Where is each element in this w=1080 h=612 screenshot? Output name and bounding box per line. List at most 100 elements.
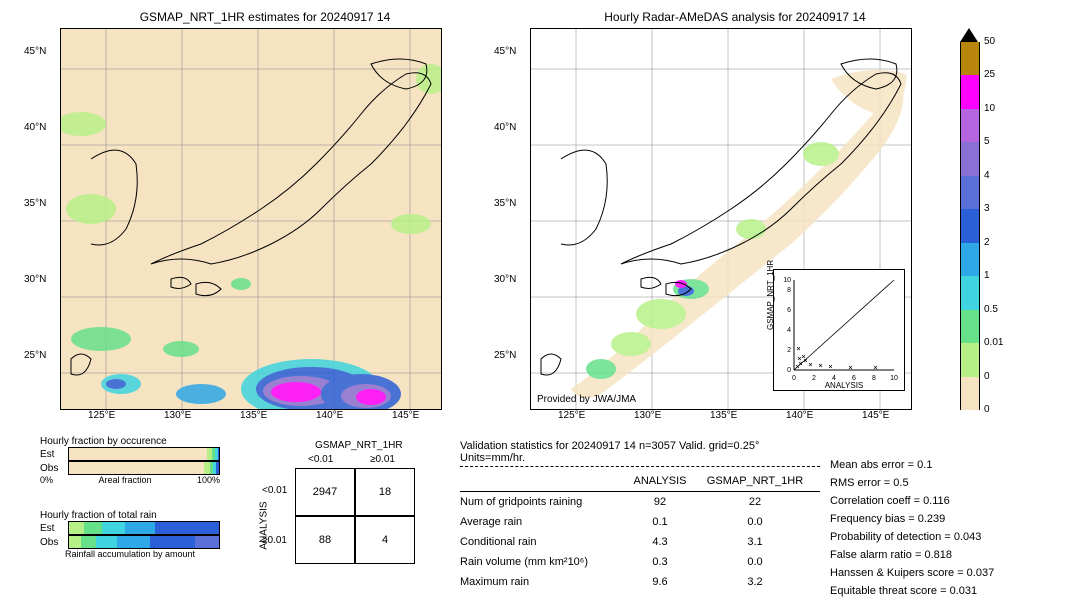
xtick: 125°E [88,410,115,421]
metric-label: Correlation coeff = [830,495,920,507]
col-header [460,471,620,491]
xtick: 140°E [786,410,813,421]
xtick: 135°E [710,410,737,421]
ytick: 35°N [494,198,516,209]
cg-cell: 2947 [295,468,355,516]
metric-label: Frequency bias = [830,513,915,525]
ytick: 40°N [494,122,516,133]
metric-label: RMS error = [830,477,890,489]
stats-val: 22 [700,492,810,512]
colorbar-tick: 25 [984,69,995,80]
right-map: Provided by JWA/JMA 0246810 0246810 [530,28,912,410]
stats-val: 9.6 [620,572,700,592]
metric-val: 0.037 [967,567,995,579]
colorbar-tick: 1 [984,270,990,281]
colorbar-segment [960,310,980,343]
ytick: 25°N [494,350,516,361]
stats-row: Conditional rain4.33.1 [460,532,820,552]
left-map-panel: GSMAP_NRT_1HR estimates for 20240917 14 [60,10,470,410]
svg-text:6: 6 [787,307,791,314]
col-title: GSMAP_NRT_1HR [315,440,403,451]
stats-label: Average rain [460,512,620,532]
xtick: 145°E [392,410,419,421]
stats-val: 4.3 [620,532,700,552]
colorbar-tick: 2 [984,237,990,248]
colorbar-segment [960,176,980,209]
metric-label: Hanssen & Kuipers score = [830,567,964,579]
stats-label: Num of gridpoints raining [460,492,620,512]
colorbar-tick: 10 [984,103,995,114]
stats-row: Rain volume (mm km²10⁶)0.30.0 [460,552,820,572]
metric-row: Probability of detection = 0.043 [830,528,994,546]
ytick: 30°N [494,274,516,285]
stats-val: 3.1 [700,532,810,552]
colorbar-tick: 5 [984,136,990,147]
metric-label: False alarm ratio = [830,549,921,561]
colorbar: 502510543210.50.0100 [960,42,978,410]
colorbar-tick: 0 [984,404,990,415]
colorbar-tick: 0 [984,371,990,382]
ytick: 25°N [24,350,46,361]
colorbar-tick: 3 [984,203,990,214]
fraction-total-panel: Hourly fraction of total rain Est Obs Ra… [40,510,220,559]
scatter-inset: 0246810 0246810 ANALYSIS GSMAP_NRT_1HR [773,269,905,391]
colorbar-segment [960,209,980,242]
stats-val: 3.2 [700,572,810,592]
metric-val: 0.818 [924,549,952,561]
xlabel: Areal fraction [98,475,151,485]
frac-occ-row-est: Est [40,447,220,461]
ytick: 35°N [24,198,46,209]
left-map [60,28,442,410]
frac-total-title: Hourly fraction of total rain [40,510,220,521]
frac-total-row-est: Est [40,521,220,535]
ytick: 45°N [494,46,516,57]
col-label: ≥0.01 [370,454,395,465]
stats-row: Maximum rain9.63.2 [460,572,820,592]
metric-val: 0.116 [923,495,950,507]
svg-text:8: 8 [872,375,876,382]
col-header: GSMAP_NRT_1HR [700,471,810,491]
colorbar-segment [960,377,980,410]
scatter-ylabel: GSMAP_NRT_1HR [766,260,775,330]
metric-val: 0.239 [918,513,946,525]
stats-label: Rain volume (mm km²10⁶) [460,552,620,572]
xlabel: 0% [40,475,53,485]
left-map-title: GSMAP_NRT_1HR estimates for 20240917 14 [60,10,470,24]
xtick: 135°E [240,410,267,421]
colorbar-tick: 4 [984,170,990,181]
metric-row: Hanssen & Kuipers score = 0.037 [830,564,994,582]
col-header: ANALYSIS [620,471,700,491]
xlabel: 100% [197,475,220,485]
svg-text:ANALYSIS: ANALYSIS [825,381,864,390]
colorbar-segment [960,75,980,108]
xtick: 145°E [862,410,889,421]
metric-label: Probability of detection = [830,531,951,543]
row-label: <0.01 [262,485,287,496]
svg-text:0: 0 [787,367,791,374]
stats-val: 0.3 [620,552,700,572]
metric-val: 0.031 [950,585,978,597]
row-label: Obs [40,537,68,548]
colorbar-tick: 0.5 [984,304,998,315]
ytick: 40°N [24,122,46,133]
col-label: <0.01 [308,454,333,465]
colorbar-tick: 50 [984,36,995,47]
cg-cell: 88 [295,516,355,564]
right-map-panel: Hourly Radar-AMeDAS analysis for 2024091… [530,10,940,410]
xtick: 125°E [558,410,585,421]
xtick: 130°E [634,410,661,421]
metric-row: RMS error = 0.5 [830,474,994,492]
stats-row: Average rain0.10.0 [460,512,820,532]
svg-text:4: 4 [787,327,791,334]
hbar [68,447,220,461]
metric-val: 0.1 [917,459,932,471]
frac-total-row-obs: Obs [40,535,220,549]
colorbar-tick: 0.01 [984,337,1003,348]
colorbar-arrow-icon [960,28,978,42]
caption: Rainfall accumulation by amount [40,549,220,559]
metric-row: False alarm ratio = 0.818 [830,546,994,564]
row-label: Est [40,449,68,460]
metrics-list: Mean abs error = 0.1RMS error = 0.5Corre… [830,456,994,600]
colorbar-segment [960,243,980,276]
metric-row: Correlation coeff = 0.116 [830,492,994,510]
